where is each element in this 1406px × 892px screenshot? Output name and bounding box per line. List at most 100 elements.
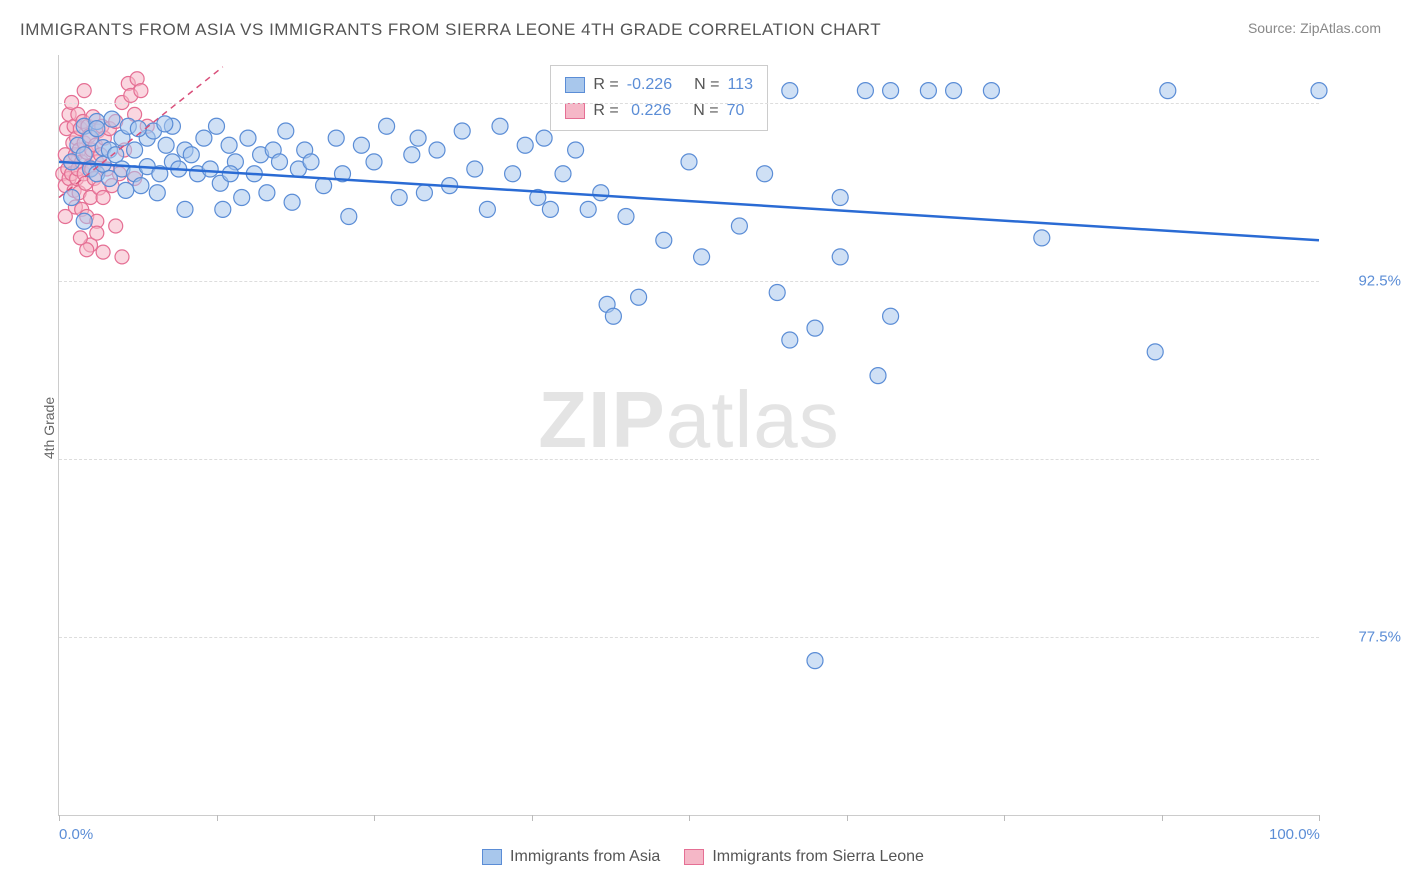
data-point-asia bbox=[95, 140, 111, 156]
r-label-asia: R = bbox=[593, 72, 618, 98]
gridline-h bbox=[59, 637, 1319, 638]
x-tick-mark bbox=[217, 815, 218, 821]
data-point-asia bbox=[190, 166, 206, 182]
data-point-asia bbox=[1147, 344, 1163, 360]
data-point-asia bbox=[757, 166, 773, 182]
data-point-asia bbox=[234, 190, 250, 206]
data-point-sierra bbox=[66, 136, 80, 150]
data-point-asia bbox=[89, 114, 105, 130]
data-point-asia bbox=[303, 154, 319, 170]
gridline-h bbox=[59, 103, 1319, 104]
data-point-asia bbox=[64, 154, 80, 170]
data-point-asia bbox=[536, 130, 552, 146]
data-point-asia bbox=[284, 194, 300, 210]
data-point-sierra bbox=[112, 167, 126, 181]
data-point-asia bbox=[599, 296, 615, 312]
data-point-asia bbox=[832, 249, 848, 265]
data-point-sierra bbox=[85, 162, 99, 176]
data-point-asia bbox=[212, 175, 228, 191]
data-point-asia bbox=[870, 368, 886, 384]
data-point-sierra bbox=[70, 131, 84, 145]
data-point-asia bbox=[731, 218, 747, 234]
data-point-asia bbox=[1034, 230, 1050, 246]
data-point-asia bbox=[505, 166, 521, 182]
data-point-asia bbox=[253, 147, 269, 163]
watermark-atlas: atlas bbox=[666, 375, 840, 464]
data-point-asia bbox=[555, 166, 571, 182]
data-point-asia bbox=[83, 130, 99, 146]
y-axis-label: 4th Grade bbox=[41, 397, 57, 459]
data-point-asia bbox=[542, 201, 558, 217]
data-point-sierra bbox=[58, 148, 72, 162]
data-point-sierra bbox=[91, 124, 105, 138]
data-point-sierra bbox=[128, 107, 142, 121]
data-point-sierra bbox=[71, 162, 85, 176]
data-point-sierra bbox=[78, 176, 92, 190]
data-point-sierra bbox=[100, 162, 114, 176]
data-point-asia bbox=[227, 154, 243, 170]
data-point-sierra bbox=[72, 186, 86, 200]
data-point-asia bbox=[139, 159, 155, 175]
data-point-sierra bbox=[84, 191, 98, 205]
data-point-sierra bbox=[140, 119, 154, 133]
data-point-asia bbox=[120, 118, 136, 134]
data-point-asia bbox=[379, 118, 395, 134]
data-point-asia bbox=[70, 137, 86, 153]
data-point-asia bbox=[832, 190, 848, 206]
data-point-asia bbox=[278, 123, 294, 139]
data-point-asia bbox=[410, 130, 426, 146]
data-point-sierra bbox=[71, 107, 85, 121]
data-point-asia bbox=[164, 154, 180, 170]
data-point-sierra bbox=[92, 181, 106, 195]
data-point-asia bbox=[152, 166, 168, 182]
data-point-asia bbox=[391, 190, 407, 206]
data-point-asia bbox=[146, 123, 162, 139]
data-point-asia bbox=[416, 185, 432, 201]
data-point-asia bbox=[681, 154, 697, 170]
x-tick-mark bbox=[1004, 815, 1005, 821]
data-point-asia bbox=[64, 190, 80, 206]
data-point-asia bbox=[316, 178, 332, 194]
data-point-sierra bbox=[89, 138, 103, 152]
data-point-sierra bbox=[61, 162, 75, 176]
data-point-sierra bbox=[90, 155, 104, 169]
data-point-sierra bbox=[80, 210, 94, 224]
data-point-asia bbox=[104, 111, 120, 127]
data-point-asia bbox=[95, 156, 111, 172]
data-point-asia bbox=[76, 118, 92, 134]
data-point-sierra bbox=[96, 191, 110, 205]
regression-line-asia bbox=[59, 162, 1319, 240]
data-point-sierra bbox=[102, 122, 116, 136]
data-point-asia bbox=[883, 83, 899, 99]
data-point-sierra bbox=[80, 243, 94, 257]
r-value-asia: -0.226 bbox=[627, 72, 672, 98]
data-point-asia bbox=[366, 154, 382, 170]
data-point-asia bbox=[920, 83, 936, 99]
data-point-asia bbox=[89, 121, 105, 137]
data-point-asia bbox=[177, 142, 193, 158]
data-point-sierra bbox=[134, 84, 148, 98]
data-point-asia bbox=[114, 130, 130, 146]
data-point-sierra bbox=[90, 226, 104, 240]
data-point-sierra bbox=[109, 115, 123, 129]
data-point-sierra bbox=[81, 119, 95, 133]
data-point-asia bbox=[404, 147, 420, 163]
swatch-asia bbox=[565, 77, 585, 93]
data-point-asia bbox=[479, 201, 495, 217]
data-point-asia bbox=[272, 154, 288, 170]
legend-item: Immigrants from Asia bbox=[482, 848, 660, 866]
data-point-asia bbox=[328, 130, 344, 146]
data-point-asia bbox=[101, 171, 117, 187]
data-point-asia bbox=[240, 130, 256, 146]
data-point-sierra bbox=[82, 129, 96, 143]
data-point-asia bbox=[157, 116, 173, 132]
data-point-asia bbox=[442, 178, 458, 194]
data-point-asia bbox=[631, 289, 647, 305]
data-point-sierra bbox=[121, 77, 135, 91]
data-point-asia bbox=[353, 137, 369, 153]
data-point-asia bbox=[221, 137, 237, 153]
data-point-sierra bbox=[77, 167, 91, 181]
legend-swatch bbox=[684, 849, 704, 865]
data-point-sierra bbox=[77, 84, 91, 98]
data-point-asia bbox=[618, 209, 634, 225]
